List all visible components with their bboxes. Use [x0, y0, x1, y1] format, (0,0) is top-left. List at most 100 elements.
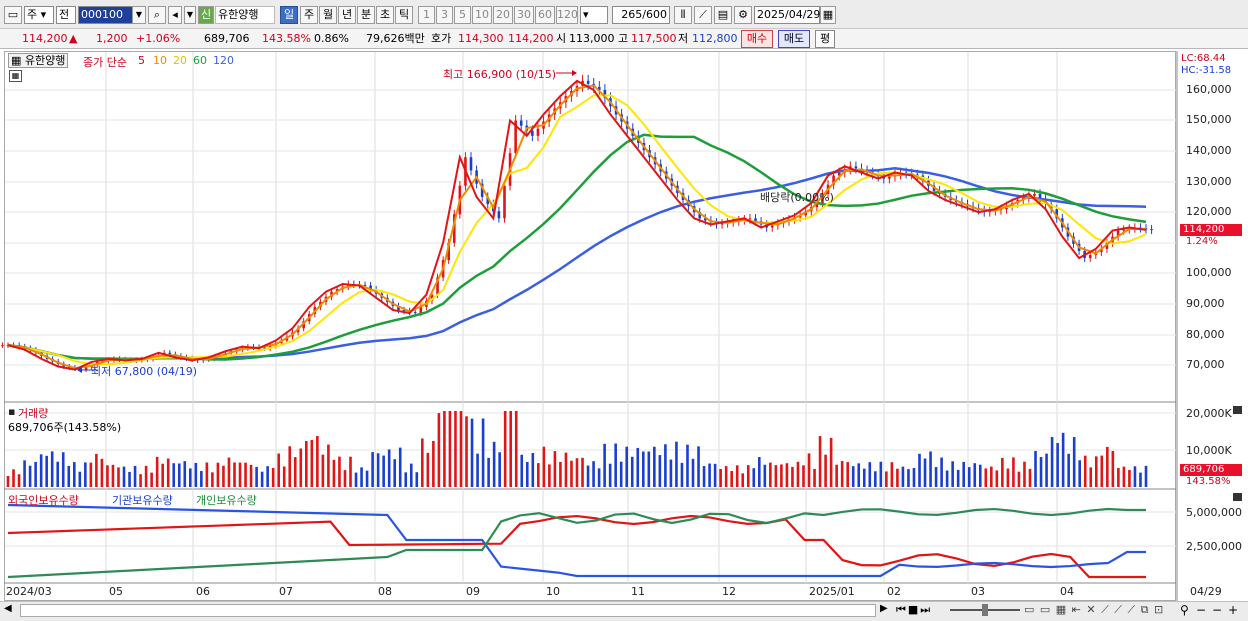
tab-minute[interactable]: 분	[357, 6, 375, 24]
volume-bar	[332, 459, 336, 487]
volume-bar	[244, 462, 247, 487]
candle-body	[430, 294, 434, 301]
candle-body	[531, 130, 534, 136]
volume-bar	[1028, 468, 1032, 487]
candle-body	[263, 347, 266, 349]
candle-body	[1150, 229, 1153, 231]
num-3[interactable]: 3	[436, 6, 453, 24]
tab-week[interactable]: 주	[300, 6, 318, 24]
candle-body	[586, 80, 590, 84]
volume-bar	[940, 457, 943, 487]
num-20[interactable]: 20	[493, 6, 513, 24]
candle-body	[519, 120, 523, 126]
volume-bar	[128, 471, 131, 487]
candle-body	[84, 367, 88, 370]
search-icon[interactable]: ⌕	[148, 6, 166, 24]
zoom-out-icon[interactable]: −	[1196, 603, 1207, 617]
candle-body	[1049, 204, 1053, 210]
volume-bar	[72, 462, 76, 487]
save-icon[interactable]: ▤	[714, 6, 732, 24]
holdings-tick: 5,000,000	[1186, 506, 1242, 519]
gear-icon[interactable]: ⚙	[734, 6, 752, 24]
num-60[interactable]: 60	[535, 6, 555, 24]
candle-body	[302, 321, 305, 329]
eval-button[interactable]: 평	[815, 30, 835, 48]
volume-bar	[398, 447, 402, 487]
candle-body	[837, 172, 841, 176]
candle-icon[interactable]: ⫴	[674, 6, 692, 24]
buy-button[interactable]: 매수	[741, 30, 773, 48]
zoom-icon[interactable]: ⚲	[1180, 603, 1189, 617]
x-tick-last: 04/29	[1190, 585, 1222, 598]
open: 113,000	[569, 32, 615, 45]
playback-controls[interactable]: ⏮■⏭	[896, 603, 933, 616]
zoom-minus-icon[interactable]: −	[1212, 603, 1223, 617]
volume-bar	[995, 470, 999, 487]
scroll-left-icon[interactable]: ◀	[4, 603, 12, 614]
candle-body	[854, 166, 858, 169]
credit-badge: 신	[198, 6, 214, 24]
candle-body	[1088, 255, 1092, 259]
volume-bar	[393, 459, 396, 487]
volume-info: 689,706주(143.58%)	[8, 421, 122, 434]
code-input[interactable]: 000100	[78, 6, 138, 24]
volume-bar	[597, 468, 601, 487]
candle-body	[497, 211, 501, 219]
num-30[interactable]: 30	[514, 6, 534, 24]
volume-bar	[1078, 460, 1082, 487]
count-input[interactable]: 265/600	[612, 6, 670, 24]
y-tick: 150,000	[1186, 113, 1232, 126]
sell-button[interactable]: 매도	[778, 30, 810, 48]
num-5[interactable]: 5	[454, 6, 471, 24]
tab-second[interactable]: 초	[376, 6, 394, 24]
candle-body	[452, 214, 456, 243]
speaker-dropdown-icon[interactable]: ▼	[184, 6, 196, 24]
lc-label: LC:68.44	[1181, 53, 1226, 64]
x-tick: 03	[971, 585, 985, 598]
count-value: 265	[621, 8, 643, 21]
code-dropdown-icon[interactable]: ▼	[132, 6, 146, 24]
num-10[interactable]: 10	[472, 6, 492, 24]
date-input[interactable]: 2025/04/29	[754, 6, 820, 24]
table-icon[interactable]: ▦	[9, 70, 22, 82]
prev-select[interactable]: 전	[56, 6, 76, 24]
legend-ma5: 5	[138, 54, 145, 67]
scroll-right-icon[interactable]: ▶	[880, 603, 888, 614]
drawing-tools[interactable]: ▭ ▭ ▦ ⇤ ✕ ⟋ ⟋ ⟋ ⧉ ⊡	[1024, 603, 1165, 616]
volume-bar	[603, 443, 606, 487]
unit-select[interactable]: ▾	[580, 6, 608, 24]
volume-bar	[470, 418, 474, 487]
volume-bar	[619, 461, 623, 487]
close-panel-icon[interactable]	[1233, 406, 1242, 414]
window-icon[interactable]: ▭	[4, 6, 22, 24]
num-1[interactable]: 1	[418, 6, 435, 24]
x-tick: 06	[196, 585, 210, 598]
candle-body	[369, 285, 372, 290]
volume-bar	[1139, 472, 1142, 487]
y-tick: 70,000	[1186, 358, 1225, 371]
low: 112,800	[692, 32, 738, 45]
period-select[interactable]: 주 ▾	[24, 6, 54, 24]
candle-body	[296, 328, 300, 333]
volume-bar	[1128, 469, 1131, 487]
scroll-track[interactable]	[20, 604, 876, 617]
draw-icon[interactable]: ⟋	[694, 6, 712, 24]
tab-month[interactable]: 월	[319, 6, 337, 24]
volume-bar	[885, 471, 888, 487]
legend-stock[interactable]: ▦ 유한양행	[8, 53, 69, 68]
num-120[interactable]: 120	[556, 6, 578, 24]
volume-bar	[421, 438, 424, 487]
tab-tick[interactable]: 틱	[395, 6, 413, 24]
tab-year[interactable]: 년	[338, 6, 356, 24]
volume-bar	[12, 469, 15, 487]
zoom-in-icon[interactable]: +	[1228, 603, 1239, 617]
speaker-icon[interactable]: ◂	[168, 6, 182, 24]
volume-bar	[117, 467, 120, 487]
zoom-slider-handle[interactable]	[982, 604, 988, 616]
candle-body	[536, 128, 540, 136]
close-panel-icon[interactable]	[1233, 493, 1242, 501]
volume-bar	[785, 463, 789, 487]
candle-body	[480, 183, 484, 197]
tab-day[interactable]: 일	[280, 6, 298, 24]
calendar-icon[interactable]: ▦	[820, 6, 836, 24]
